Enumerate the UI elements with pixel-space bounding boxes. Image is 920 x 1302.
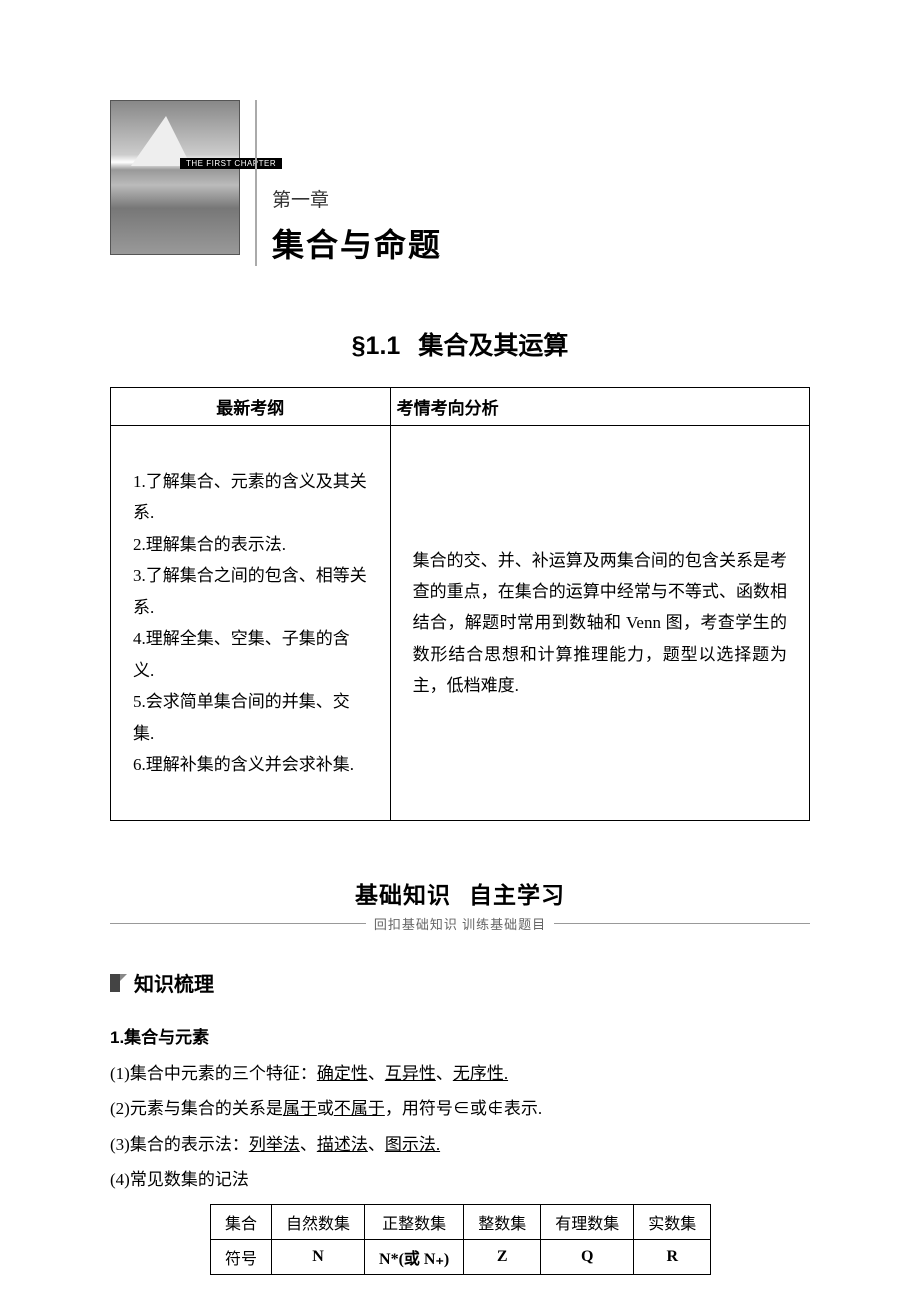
topic1-item-2: (2)元素与集合的关系是属于或不属于，用符号∈或∉表示. [110, 1093, 810, 1124]
subsection-heading: 基础知识自主学习 [110, 876, 810, 910]
section-title: §1.1 集合及其运算 [110, 326, 810, 362]
chapter-title: 集合与命题 [272, 220, 442, 266]
nst-symbol: N [272, 1239, 365, 1274]
nst-col-name: 正整数集 [365, 1204, 464, 1239]
topic1-item-4: (4)常见数集的记法 [110, 1164, 810, 1195]
chapter-number: 第一章 [272, 185, 442, 212]
topic1-title: 1.集合与元素 [110, 1022, 810, 1053]
subsection-subtitle-row: 回扣基础知识 训练基础题目 [110, 914, 810, 933]
syllabus-header-right: 考情考向分析 [390, 388, 809, 426]
subsection-title-b: 自主学习 [469, 882, 565, 908]
nst-col-name: 实数集 [634, 1204, 711, 1239]
syllabus-left-item: 6.理解补集的含义并会求补集. [133, 749, 368, 780]
nst-col-name: 自然数集 [272, 1204, 365, 1239]
topic1-item-3: (3)集合的表示法：列举法、描述法、图示法. [110, 1129, 810, 1160]
nst-col-name: 有理数集 [541, 1204, 634, 1239]
syllabus-left-cell: 1.了解集合、元素的含义及其关系. 2.理解集合的表示法. 3.了解集合之间的包… [111, 426, 391, 821]
topic1-item-1: (1)集合中元素的三个特征：确定性、互异性、无序性. [110, 1058, 810, 1089]
number-set-table: 集合 自然数集 正整数集 整数集 有理数集 实数集 符号 N N*(或 N₊) … [210, 1204, 711, 1275]
nst-row-label-set: 集合 [211, 1204, 272, 1239]
syllabus-left-item: 3.了解集合之间的包含、相等关系. [133, 560, 368, 623]
nst-symbol: Q [541, 1239, 634, 1274]
block-title: 知识梳理 [134, 968, 214, 997]
divider-left [110, 923, 366, 924]
syllabus-header-left: 最新考纲 [111, 388, 391, 426]
nst-symbol: R [634, 1239, 711, 1274]
chapter-text-block: 第一章 集合与命题 [255, 100, 442, 266]
subsection-title-a: 基础知识 [355, 882, 451, 908]
block-marker-icon [110, 974, 120, 992]
syllabus-left-item: 1.了解集合、元素的含义及其关系. [133, 466, 368, 529]
syllabus-left-item: 2.理解集合的表示法. [133, 529, 368, 560]
section-number: §1.1 [352, 332, 401, 360]
nst-col-name: 整数集 [464, 1204, 541, 1239]
syllabus-left-item: 5.会求简单集合间的并集、交集. [133, 686, 368, 749]
syllabus-right-cell: 集合的交、并、补运算及两集合间的包含关系是考查的重点，在集合的运算中经常与不等式… [390, 426, 809, 821]
nst-symbol: Z [464, 1239, 541, 1274]
block-heading: 知识梳理 [110, 968, 810, 997]
nst-row-label-symbol: 符号 [211, 1239, 272, 1274]
chapter-cover-image [110, 100, 240, 255]
subsection-subtitle: 回扣基础知识 训练基础题目 [366, 914, 554, 933]
syllabus-left-item: 4.理解全集、空集、子集的含义. [133, 623, 368, 686]
chapter-header: THE FIRST CHAPTER 第一章 集合与命题 [110, 100, 810, 266]
content-body: 1.集合与元素 (1)集合中元素的三个特征：确定性、互异性、无序性. (2)元素… [110, 1022, 810, 1274]
nst-symbol: N*(或 N₊) [365, 1239, 464, 1274]
syllabus-table: 最新考纲 考情考向分析 1.了解集合、元素的含义及其关系. 2.理解集合的表示法… [110, 387, 810, 821]
divider-right [554, 923, 810, 924]
section-title-text: 集合及其运算 [418, 332, 568, 360]
